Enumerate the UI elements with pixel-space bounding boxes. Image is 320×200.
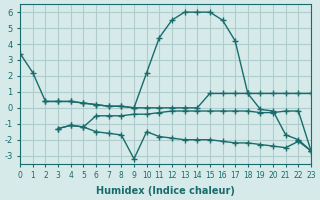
X-axis label: Humidex (Indice chaleur): Humidex (Indice chaleur): [96, 186, 235, 196]
